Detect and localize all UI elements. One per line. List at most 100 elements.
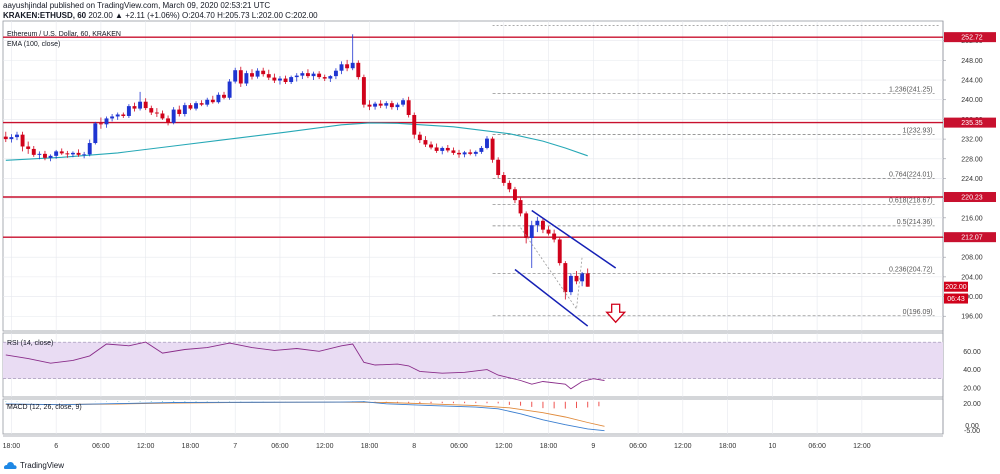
candle-body-100 (563, 263, 568, 293)
candle-body-6 (37, 153, 42, 155)
candle-body-29 (166, 118, 171, 123)
candle-body-103 (580, 273, 585, 282)
candle-body-96 (540, 220, 545, 230)
candle-body-84 (473, 151, 478, 154)
down-arrow-icon (605, 303, 627, 324)
candle-body-80 (451, 150, 456, 153)
candle-body-12 (70, 152, 75, 155)
candle-body-86 (485, 138, 489, 148)
candle-body-92 (518, 200, 523, 214)
macd-line (5, 401, 605, 432)
candle-body-102 (574, 275, 579, 282)
rsi-label: RSI (14, close) (7, 340, 54, 347)
resistance-price-label-1: 235.35 (961, 120, 983, 127)
price-tick-label-7: 224.00 (961, 176, 983, 183)
candle-body-55 (311, 73, 316, 77)
macd-label: MACD (12, 26, close, 9) (7, 404, 82, 411)
time-tick-label-0: 18:00 (3, 443, 21, 450)
macd-tick-label-1: 0.00 (965, 423, 979, 430)
candle-body-67 (378, 103, 383, 106)
ema-100-line (5, 122, 588, 161)
candle-body-76 (429, 144, 433, 148)
candle-body-40 (227, 81, 232, 98)
resistance-price-tag-1 (944, 117, 996, 128)
candle-body-10 (59, 151, 64, 154)
candle-body-49 (278, 78, 282, 81)
candle-body-75 (423, 140, 428, 145)
candle-body-18 (104, 118, 109, 125)
candle-body-68 (384, 103, 389, 106)
candle-body-71 (401, 100, 406, 105)
candle-body-8 (48, 155, 53, 158)
candle-body-11 (65, 153, 70, 155)
candle-body-53 (300, 73, 305, 76)
footer-brand: TradingView (20, 461, 65, 470)
current-price-label-0: 202.00 (945, 284, 967, 291)
candle-body-3 (20, 134, 25, 147)
candle-body-65 (367, 104, 372, 107)
candle-body-46 (261, 70, 266, 75)
candle-body-37 (210, 99, 215, 103)
candle-body-99 (557, 239, 562, 264)
candle-body-5 (31, 148, 36, 155)
resistance-price-label-3: 212.07 (961, 235, 983, 242)
candle-body-45 (255, 70, 260, 77)
time-tick-label-13: 9 (591, 443, 595, 450)
candle-body-54 (305, 73, 310, 77)
candle-body-63 (356, 62, 361, 78)
price-tick-label-9: 232.00 (961, 137, 983, 144)
candle-body-13 (76, 152, 81, 155)
time-tick-label-1: 6 (54, 443, 58, 450)
candle-body-2 (15, 134, 19, 138)
candle-body-91 (513, 189, 517, 201)
candle-body-23 (132, 106, 137, 109)
publish-info: aayushjindal published on TradingView.co… (3, 1, 271, 10)
time-tick-label-18: 06:00 (808, 443, 826, 450)
price-tick-label-3: 208.00 (961, 255, 983, 262)
candle-body-60 (339, 64, 344, 71)
candle-body-78 (440, 147, 445, 151)
candle-body-38 (216, 94, 221, 103)
rsi-tick-label-2: 60.00 (963, 349, 981, 356)
time-tick-label-17: 10 (768, 443, 776, 450)
time-tick-label-2: 06:00 (92, 443, 110, 450)
candle-body-50 (283, 78, 288, 83)
candle-body-44 (250, 73, 254, 77)
price-tick-label-2: 204.00 (961, 274, 983, 281)
pane-title: Ethereum / U.S. Dollar, 60, KRAKEN (7, 31, 121, 38)
candle-body-24 (138, 101, 143, 109)
time-tick-label-3: 12:00 (137, 443, 155, 450)
ohlc-values: 202.00 ▲ +2.11 (+1.06%) O:204.70 H:205.7… (88, 11, 318, 20)
zigzag-projection (520, 227, 583, 311)
candle-body-32 (182, 105, 187, 114)
resistance-price-tag-3 (944, 232, 996, 243)
candle-body-88 (496, 159, 501, 176)
fib-level-label-5: 0.236(204.72) (889, 266, 933, 273)
tradingview-logo[interactable]: TradingView (3, 461, 64, 470)
fib-level-label-4: 0.5(214.36) (897, 219, 933, 226)
candle-body-98 (552, 233, 557, 240)
macd-tick-label-0: 20.00 (963, 401, 981, 408)
candle-body-28 (160, 113, 165, 119)
candle-body-0 (3, 136, 8, 140)
fib-level-label-2: 0.764(224.01) (889, 171, 933, 178)
candle-body-89 (501, 175, 506, 183)
resistance-price-label-0: 252.72 (961, 35, 983, 42)
candle-body-21 (121, 114, 126, 116)
candle-body-15 (87, 143, 92, 155)
time-tick-label-6: 06:00 (271, 443, 289, 450)
fib-level-label-6: 0(196.09) (903, 309, 933, 316)
candle-body-42 (238, 70, 243, 84)
candle-body-77 (434, 147, 439, 151)
channel-line-0 (531, 209, 617, 269)
candle-body-19 (110, 116, 115, 119)
rsi-tick-label-1: 40.00 (963, 367, 981, 374)
resistance-price-tag-2 (944, 192, 996, 203)
price-tick-label-5: 216.00 (961, 215, 983, 222)
time-tick-label-14: 06:00 (629, 443, 647, 450)
resistance-price-label-2: 220.23 (961, 195, 983, 202)
price-tick-label-1: 200.00 (961, 294, 983, 301)
candle-body-26 (149, 108, 154, 113)
candle-body-36 (205, 99, 210, 105)
